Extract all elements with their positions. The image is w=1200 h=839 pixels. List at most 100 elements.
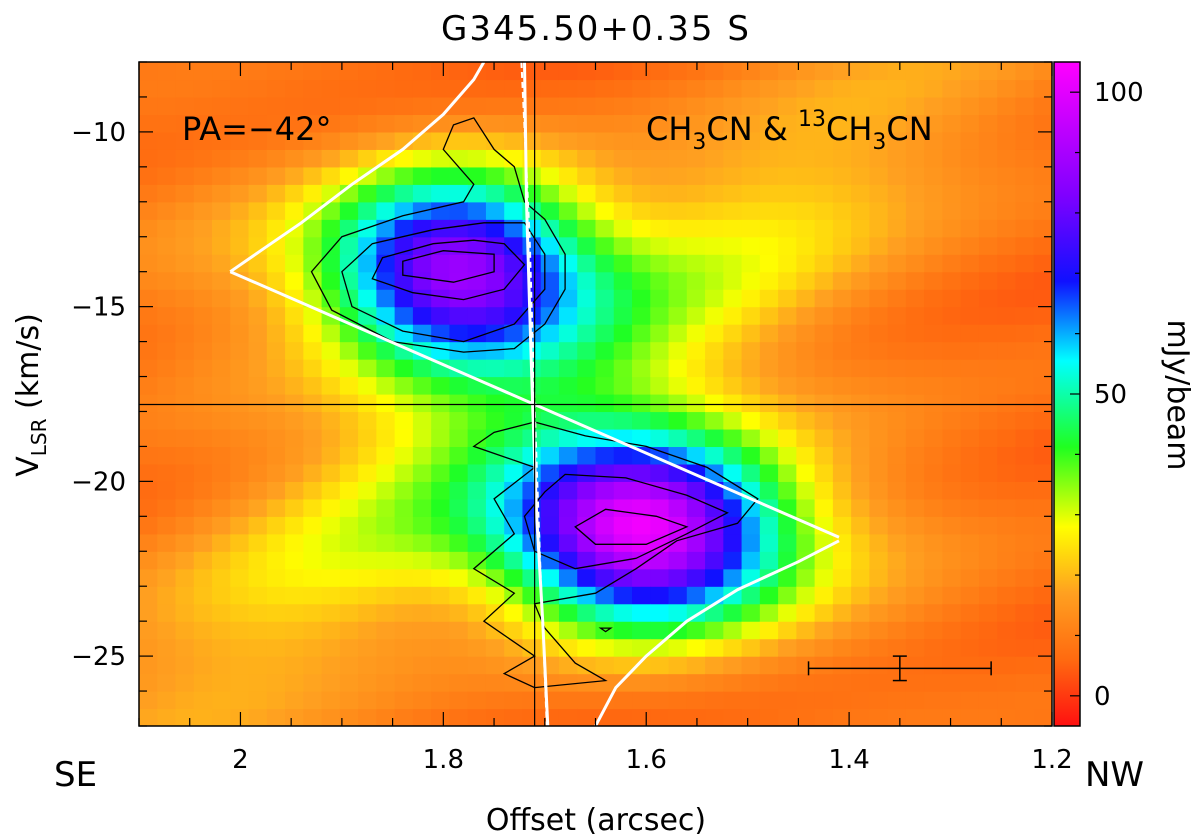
heatmap-cell: [339, 498, 359, 517]
heatmap-cell: [266, 62, 286, 81]
heatmap-cell: [394, 551, 414, 570]
heatmap-cell: [978, 254, 998, 273]
heatmap-cell: [230, 656, 250, 675]
heatmap-cell: [741, 516, 761, 535]
heatmap-cell: [942, 324, 962, 343]
heatmap-cell: [942, 638, 962, 657]
heatmap-cell: [887, 621, 907, 640]
heatmap-cell: [248, 498, 268, 517]
heatmap-cell: [759, 96, 779, 116]
heatmap-cell: [778, 656, 797, 675]
heatmap-cell: [832, 411, 852, 430]
heatmap-cell: [558, 79, 578, 98]
heatmap-cell: [741, 324, 761, 343]
heatmap-cell: [376, 359, 396, 378]
heatmap-cell: [376, 586, 396, 605]
heatmap-cell: [942, 708, 962, 726]
heatmap-cell: [193, 691, 213, 710]
heatmap-cell: [595, 603, 615, 622]
heatmap-cell: [796, 481, 816, 500]
heatmap-cell: [686, 324, 706, 343]
heatmap-cell: [723, 568, 743, 587]
heatmap-cell: [814, 638, 834, 657]
heatmap-cell: [960, 219, 980, 238]
heatmap-cell: [139, 184, 158, 203]
heatmap-cell: [303, 673, 323, 692]
heatmap-cell: [266, 149, 286, 168]
heatmap-cell: [303, 324, 323, 343]
heatmap-cell: [613, 394, 633, 413]
heatmap-cell: [759, 131, 779, 150]
heatmap-cell: [942, 359, 962, 378]
heatmap-cell: [997, 131, 1017, 150]
heatmap-cell: [558, 271, 578, 290]
heatmap-cell: [869, 411, 889, 430]
heatmap-cell: [285, 586, 304, 605]
heatmap-cell: [650, 428, 670, 448]
heatmap-cell: [522, 96, 542, 116]
heatmap-cell: [139, 394, 158, 413]
heatmap-cell: [887, 341, 907, 360]
heatmap-cell: [558, 498, 578, 517]
heatmap-cell: [1033, 428, 1052, 448]
heatmap-cell: [759, 341, 779, 360]
heatmap-cell: [577, 394, 597, 413]
heatmap-cell: [668, 376, 688, 395]
heatmap-cell: [558, 621, 578, 640]
heatmap-cell: [650, 463, 670, 482]
heatmap-cell: [139, 603, 158, 622]
heatmap-cell: [942, 149, 962, 168]
heatmap-cell: [978, 673, 998, 692]
chart-title: G345.50+0.35 S: [441, 9, 751, 49]
heatmap-cell: [467, 708, 487, 726]
heatmap-cell: [778, 359, 797, 378]
heatmap-cell: [266, 621, 286, 640]
heatmap-cell: [266, 184, 286, 203]
heatmap-cell: [796, 96, 816, 116]
heatmap-cell: [741, 603, 761, 622]
heatmap-cell: [175, 673, 195, 692]
heatmap-cell: [139, 446, 158, 465]
heatmap-cell: [942, 516, 962, 535]
heatmap-cell: [887, 114, 907, 133]
heatmap-cell: [796, 236, 816, 255]
heatmap-cell: [504, 306, 524, 325]
heatmap-cell: [869, 359, 889, 378]
heatmap-cell: [558, 201, 578, 220]
heatmap-cell: [960, 149, 980, 168]
heatmap-cell: [321, 533, 341, 552]
heatmap-cell: [997, 568, 1017, 587]
heatmap-cell: [686, 271, 706, 290]
heatmap-cell: [230, 359, 250, 378]
heatmap-cell: [613, 96, 633, 116]
heatmap-cell: [321, 568, 341, 587]
heatmap-cell: [358, 568, 377, 587]
heatmap-cell: [431, 289, 451, 308]
heatmap-cell: [668, 131, 688, 150]
heatmap-cell: [759, 79, 779, 98]
heatmap-cell: [814, 324, 834, 343]
heatmap-cell: [485, 481, 505, 500]
heatmap-cell: [485, 289, 505, 308]
heatmap-cell: [741, 236, 761, 255]
heatmap-cell: [193, 131, 213, 150]
heatmap-cell: [942, 533, 962, 552]
heatmap-cell: [796, 691, 816, 710]
heatmap-cell: [285, 516, 304, 535]
heatmap-cell: [1033, 463, 1052, 482]
heatmap-cell: [504, 62, 524, 81]
heatmap-cell: [632, 131, 651, 150]
heatmap-cell: [540, 254, 560, 273]
heatmap-cell: [851, 96, 870, 116]
heatmap-cell: [668, 603, 688, 622]
heatmap-cell: [139, 621, 158, 640]
heatmap-cell: [157, 411, 177, 430]
heatmap-cell: [540, 533, 560, 552]
heatmap-cell: [376, 568, 396, 587]
heatmap-cell: [814, 166, 834, 185]
heatmap-cell: [175, 79, 195, 98]
heatmap-cell: [595, 131, 615, 150]
heatmap-cell: [905, 184, 925, 203]
heatmap-cell: [997, 306, 1017, 325]
